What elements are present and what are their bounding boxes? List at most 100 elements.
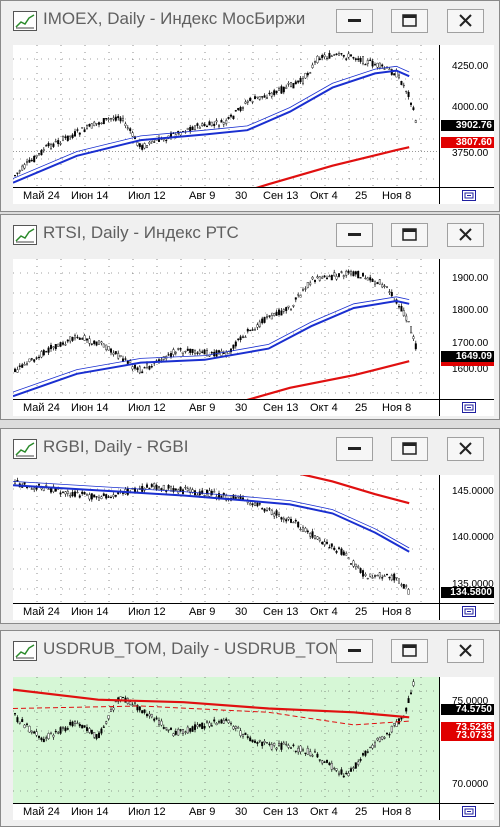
candle-body xyxy=(278,87,281,91)
last-price-badge: 1649.09 xyxy=(441,351,494,362)
candle-body xyxy=(81,127,84,129)
close-button[interactable] xyxy=(447,437,484,461)
candle-body xyxy=(369,277,372,281)
minimize-button[interactable] xyxy=(336,9,373,33)
x-tick: 25 xyxy=(355,402,368,414)
candle-body xyxy=(299,77,302,83)
candle-body xyxy=(251,329,254,331)
candle-body xyxy=(155,484,158,490)
candle-body xyxy=(326,57,329,60)
candle-body xyxy=(398,74,401,78)
title-bar[interactable]: IMOEX, Daily - Индекс МосБиржи xyxy=(1,1,499,39)
candle-body xyxy=(28,725,31,733)
candle-body xyxy=(229,722,232,725)
candle-body xyxy=(306,530,309,533)
candle-body xyxy=(109,118,112,120)
chart-window-imoex[interactable]: IMOEX, Daily - Индекс МосБиржи 4250.00 4… xyxy=(0,0,500,212)
price-chart-area[interactable] xyxy=(13,475,439,603)
y-tick: 3750.00 xyxy=(452,148,489,159)
title-bar[interactable]: RGBI, Daily - RGBI xyxy=(1,429,499,467)
candle-body xyxy=(280,86,283,94)
x-tick: 30 xyxy=(235,806,248,818)
price-chart-area[interactable] xyxy=(13,677,439,803)
candle-body xyxy=(220,719,223,724)
candle-body xyxy=(102,726,105,728)
close-button[interactable] xyxy=(447,9,484,33)
candle-body xyxy=(119,355,122,357)
chart-icon xyxy=(13,439,37,459)
price-chart-area[interactable] xyxy=(13,259,439,399)
candle-body xyxy=(54,488,57,492)
candle-body xyxy=(95,734,98,739)
candle-body xyxy=(414,343,417,350)
chart-window-usdrub[interactable]: USDRUB_TOM, Daily - USDRUB_TOM 75.0000 7… xyxy=(0,630,500,827)
candle-body xyxy=(263,509,266,512)
ma-dashed-line xyxy=(13,705,410,726)
scroll-end-button[interactable] xyxy=(462,806,476,817)
scroll-end-button[interactable] xyxy=(462,190,476,201)
candle-body xyxy=(275,90,278,94)
candle-body xyxy=(18,170,21,172)
candle-body xyxy=(292,82,295,89)
candle-body xyxy=(222,122,225,125)
candle-body xyxy=(59,727,62,734)
scroll-end-button[interactable] xyxy=(462,606,476,617)
candle-body xyxy=(150,714,153,718)
candle-body xyxy=(285,743,288,746)
candle-body xyxy=(253,96,256,100)
ma-price-badge: 73.5236 xyxy=(441,722,494,733)
candle-body xyxy=(314,751,317,753)
scroll-end-button[interactable] xyxy=(462,402,476,413)
candle-body xyxy=(117,116,120,119)
candle-body xyxy=(273,313,276,316)
x-tick: Окт 4 xyxy=(310,190,338,202)
candle-body xyxy=(381,736,384,740)
candle-body xyxy=(102,343,105,348)
candle-body xyxy=(81,338,84,340)
close-button[interactable] xyxy=(447,223,484,247)
maximize-button[interactable] xyxy=(391,223,428,247)
x-tick: Ноя 8 xyxy=(382,606,412,618)
candle-body xyxy=(263,741,266,743)
minimize-button[interactable] xyxy=(336,639,373,663)
candle-body xyxy=(193,125,196,130)
candle-body xyxy=(311,276,314,280)
candle-body xyxy=(304,288,307,290)
maximize-button[interactable] xyxy=(391,639,428,663)
y-tick: 1900.00 xyxy=(452,273,489,284)
candle-body xyxy=(52,734,55,738)
candle-body xyxy=(201,123,204,127)
candle-body xyxy=(64,491,67,495)
candle-body xyxy=(390,575,393,581)
candle-body xyxy=(376,738,379,741)
title-bar[interactable]: USDRUB_TOM, Daily - USDRUB_TOM xyxy=(1,631,499,669)
candle-body xyxy=(191,726,194,732)
maximize-button[interactable] xyxy=(391,9,428,33)
minimize-button[interactable] xyxy=(336,223,373,247)
candle-body xyxy=(292,305,295,307)
maximize-button[interactable] xyxy=(391,437,428,461)
chart-icon xyxy=(13,11,37,31)
candle-body xyxy=(239,730,242,736)
candle-body xyxy=(100,341,103,344)
candle-body xyxy=(40,150,43,156)
candle-body xyxy=(169,485,172,491)
x-tick: Ноя 8 xyxy=(382,190,412,202)
chart-window-rtsi[interactable]: RTSI, Daily - Индекс РТС 1900.00 1800.00… xyxy=(0,214,500,420)
scroll-end-icon xyxy=(464,192,474,199)
candle-body xyxy=(285,519,288,522)
candle-body xyxy=(74,721,77,724)
minimize-button[interactable] xyxy=(336,437,373,461)
candle-body xyxy=(393,573,396,581)
x-tick: Май 24 xyxy=(23,190,60,202)
candle-body xyxy=(239,336,242,341)
candle-body xyxy=(38,735,41,738)
candle-body xyxy=(222,719,225,724)
candle-body xyxy=(21,364,24,368)
chart-window-rgbi[interactable]: RGBI, Daily - RGBI 145.0000 140.0000 135… xyxy=(0,428,500,624)
close-button[interactable] xyxy=(447,639,484,663)
candle-body xyxy=(316,276,319,279)
title-bar[interactable]: RTSI, Daily - Индекс РТС xyxy=(1,215,499,253)
close-icon xyxy=(459,228,472,241)
price-chart-area[interactable] xyxy=(13,45,439,187)
